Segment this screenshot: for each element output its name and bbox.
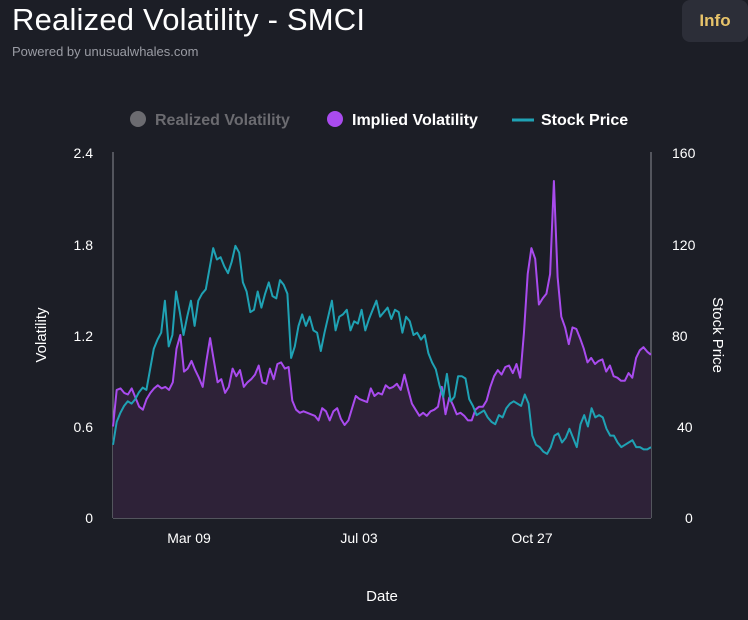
legend-item-stock-price[interactable]: Stock Price bbox=[512, 112, 628, 129]
legend-marker-implied-volatility bbox=[327, 111, 343, 127]
x-tick-label: Jul 03 bbox=[340, 530, 378, 546]
y-axis-label: Volatility bbox=[33, 307, 50, 363]
legend-item-implied-volatility[interactable]: Implied Volatility bbox=[327, 111, 478, 129]
info-button[interactable]: Info bbox=[682, 0, 748, 42]
legend-item-realized-volatility[interactable]: Realized Volatility bbox=[130, 111, 290, 129]
y2-tick-label: 160 bbox=[672, 145, 696, 161]
y2-tick-label: 40 bbox=[677, 419, 693, 435]
legend-label-implied-volatility: Implied Volatility bbox=[352, 112, 478, 129]
y-tick-label: 0.6 bbox=[74, 419, 94, 435]
page-title: Realized Volatility - SMCI bbox=[12, 2, 366, 37]
y2-axis-label: Stock Price bbox=[709, 297, 726, 373]
y2-tick-label: 120 bbox=[672, 237, 696, 253]
legend-label-realized-volatility: Realized Volatility bbox=[155, 112, 290, 129]
y-tick-label: 2.4 bbox=[74, 145, 94, 161]
y-tick-label: 0 bbox=[85, 510, 93, 526]
legend-label-stock-price: Stock Price bbox=[541, 112, 628, 129]
implied-volatility-area bbox=[113, 181, 651, 518]
powered-by-subtitle: Powered by unusualwhales.com bbox=[12, 44, 199, 59]
y-tick-label: 1.2 bbox=[74, 328, 94, 344]
x-tick-label: Mar 09 bbox=[167, 530, 211, 546]
x-tick-label: Oct 27 bbox=[511, 530, 552, 546]
legend-marker-realized-volatility bbox=[130, 111, 146, 127]
x-axis-label: Date bbox=[366, 588, 398, 605]
y2-tick-label: 80 bbox=[672, 328, 688, 344]
y-tick-label: 1.8 bbox=[74, 237, 94, 253]
plot-area bbox=[112, 180, 652, 518]
y2-tick-label: 0 bbox=[685, 510, 693, 526]
stock-price-line bbox=[112, 244, 652, 455]
implied-volatility-line bbox=[112, 180, 652, 427]
chart-legend: Realized Volatility Implied Volatility S… bbox=[130, 111, 628, 129]
